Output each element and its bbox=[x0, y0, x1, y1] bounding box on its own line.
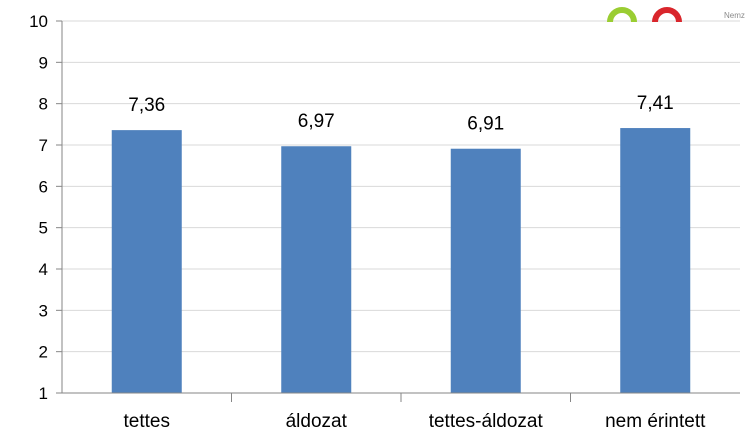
bar bbox=[450, 148, 521, 393]
y-tick-labels: 1 2 3 4 5 6 7 8 9 10 bbox=[29, 12, 48, 403]
logo: Nemz bbox=[600, 0, 750, 23]
x-tick-label: áldozat bbox=[286, 411, 348, 432]
y-tick-label: 5 bbox=[39, 219, 48, 238]
y-tick-label: 10 bbox=[29, 12, 48, 31]
data-label: 7,36 bbox=[128, 95, 165, 116]
data-label: 6,91 bbox=[467, 114, 504, 135]
logo-text: Nemz bbox=[724, 11, 745, 20]
bar bbox=[111, 130, 182, 393]
y-tick-label: 2 bbox=[39, 343, 48, 362]
y-tick-label: 4 bbox=[39, 260, 48, 279]
data-label: 6,97 bbox=[298, 111, 335, 132]
y-tick-label: 9 bbox=[39, 53, 48, 72]
y-tick-label: 8 bbox=[39, 95, 48, 114]
bars bbox=[111, 128, 691, 393]
y-tick-label: 7 bbox=[39, 136, 48, 155]
y-tick-label: 1 bbox=[39, 384, 48, 403]
y-tick-label: 3 bbox=[39, 301, 48, 320]
bar bbox=[281, 146, 352, 393]
x-tick-label: tettes-áldozat bbox=[429, 411, 544, 432]
bar bbox=[620, 128, 691, 393]
x-tick-label: nem érintett bbox=[605, 411, 706, 432]
logo-arc-red bbox=[652, 7, 682, 23]
data-label: 7,41 bbox=[637, 93, 674, 114]
logo-arc-green bbox=[607, 7, 637, 23]
axes bbox=[56, 20, 740, 402]
logo-mark: Nemz bbox=[607, 7, 745, 23]
x-tick-labels: tettes áldozat tettes-áldozat nem érintett bbox=[124, 411, 707, 432]
y-tick-label: 6 bbox=[39, 177, 48, 196]
data-labels: 7,36 6,97 6,91 7,41 bbox=[128, 93, 673, 135]
x-tick-label: tettes bbox=[124, 411, 170, 432]
